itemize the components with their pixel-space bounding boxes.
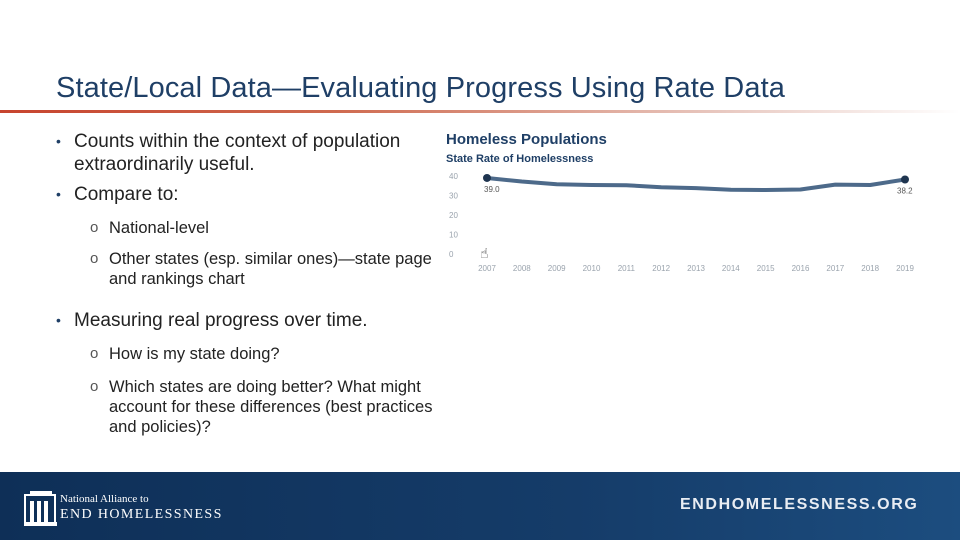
x-tick-label: 2019 [896, 264, 914, 273]
bullet-item: • Counts within the context of populatio… [56, 130, 446, 176]
hand-pointer-icon: ☝ [480, 246, 489, 262]
x-tick-label: 2008 [513, 264, 531, 273]
building-logo-icon [24, 491, 57, 526]
x-tick-label: 2015 [757, 264, 775, 273]
data-point [483, 173, 491, 182]
sub-bullet-item: o How is my state doing? [56, 344, 446, 364]
y-tick-label: 20 [449, 211, 458, 220]
org-name-line1: National Alliance to [60, 493, 149, 505]
sub-bullet-marker: o [90, 219, 99, 236]
sub-bullet-text: Other states (esp. similar ones)—state p… [109, 250, 432, 288]
bullet-text: Counts within the context of population … [74, 131, 401, 175]
org-name-line2: END HOMELESSNESS [60, 507, 223, 522]
sub-bullet-marker: o [90, 250, 99, 267]
slide-title: State/Local Data—Evaluating Progress Usi… [56, 72, 785, 104]
x-tick-label: 2010 [583, 264, 601, 273]
homeless-rate-chart[interactable]: Homeless Populations State Rate of Homele… [440, 126, 930, 286]
x-tick-label: 2011 [618, 264, 636, 273]
chart-subtitle: State Rate of Homelessness [446, 153, 593, 165]
sub-bullet-marker: o [90, 378, 99, 395]
bullet-item: • Measuring real progress over time. [56, 309, 446, 332]
sub-bullet-marker: o [90, 345, 99, 362]
bullet-text: Compare to: [74, 184, 179, 205]
x-tick-label: 2013 [687, 264, 705, 273]
y-tick-label: 40 [449, 172, 458, 181]
series-line [485, 176, 907, 192]
chart-canvas: Homeless Populations State Rate of Homele… [446, 131, 914, 273]
sub-bullet-text: National-level [109, 219, 209, 237]
sub-bullet-text: Which states are doing better? What migh… [109, 378, 433, 436]
x-tick-label: 2014 [722, 264, 740, 273]
y-tick-label: 30 [449, 192, 458, 201]
sub-bullet-item: o Which states are doing better? What mi… [56, 377, 446, 437]
chart-title: Homeless Populations [446, 131, 607, 148]
title-divider [0, 110, 960, 113]
sub-bullet-text: How is my state doing? [109, 345, 280, 363]
sub-bullet-item: o National-level [56, 218, 446, 238]
bullet-text: Measuring real progress over time. [74, 310, 368, 331]
y-tick-label: 10 [449, 231, 458, 240]
x-tick-label: 2007 [478, 264, 496, 273]
bullet-item: • Compare to: [56, 183, 446, 206]
organization-logo[interactable]: National Alliance to END HOMELESSNESS [24, 489, 224, 527]
bullet-marker: • [56, 133, 61, 149]
data-label-end: 38.2 [897, 187, 913, 196]
bullet-list: • Counts within the context of populatio… [56, 130, 446, 448]
x-tick-label: 2016 [792, 264, 810, 273]
x-tick-label: 2018 [861, 264, 879, 273]
sub-bullet-item: o Other states (esp. similar ones)—state… [56, 249, 446, 289]
x-tick-label: 2012 [652, 264, 670, 273]
bullet-marker: • [56, 186, 61, 202]
y-tick-label: 0 [449, 250, 454, 259]
x-tick-label: 2009 [548, 264, 566, 273]
bullet-marker: • [56, 312, 61, 328]
data-point [901, 175, 909, 184]
x-tick-label: 2017 [826, 264, 844, 273]
footer-bar: National Alliance to END HOMELESSNESS EN… [0, 472, 960, 540]
website-url[interactable]: ENDHOMELESSNESS.ORG [680, 496, 919, 513]
data-label-start: 39.0 [484, 185, 500, 194]
